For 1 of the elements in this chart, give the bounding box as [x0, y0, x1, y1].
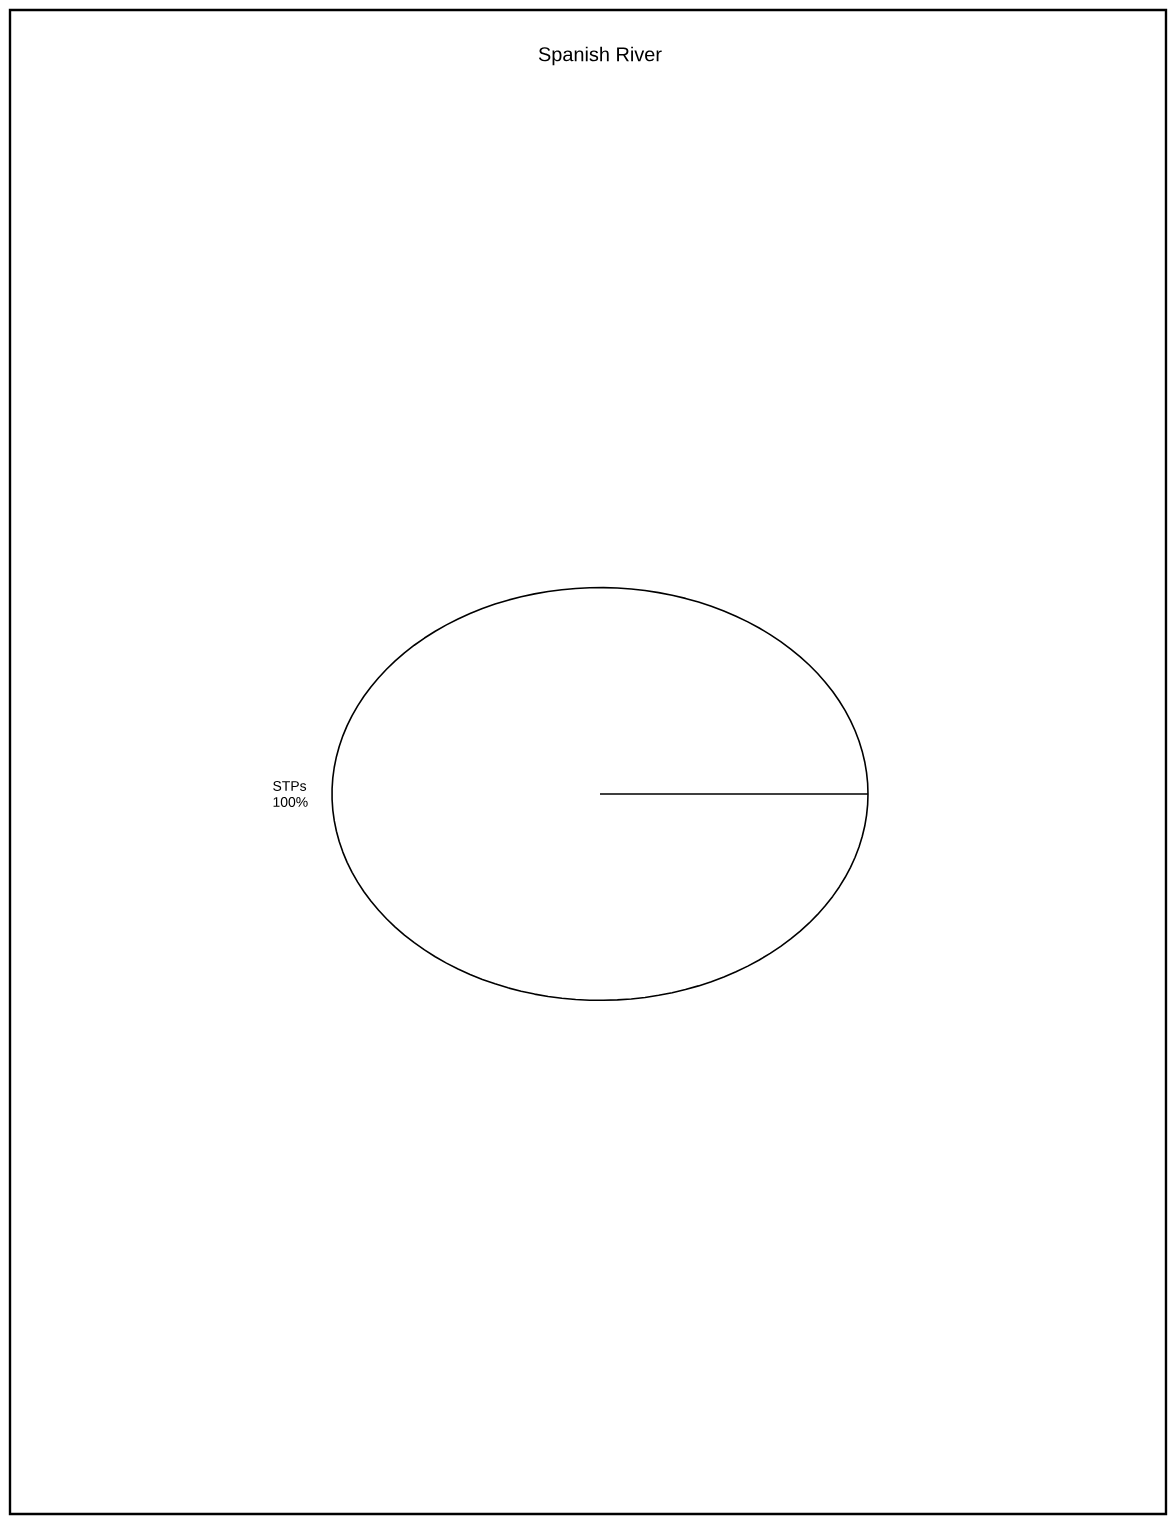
chart-title: Spanish River: [538, 46, 662, 66]
